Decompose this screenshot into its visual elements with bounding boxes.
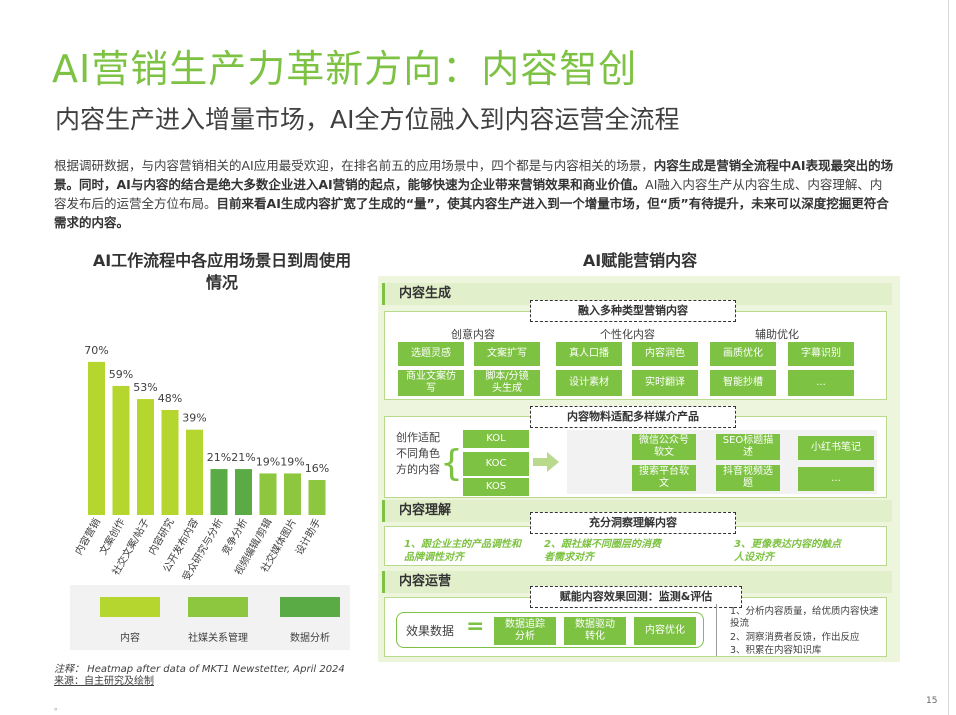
bar-value-label-9: 16% <box>305 462 329 475</box>
bar-2 <box>137 399 154 515</box>
item-realtime-translate: 实时翻译 <box>632 370 698 396</box>
btn-content-optimize: 内容优化 <box>634 617 696 645</box>
effect-data-box <box>396 612 704 648</box>
footer-dot: 。 <box>54 703 64 713</box>
col-label-personal: 个性化内容 <box>600 328 655 341</box>
media-search: 搜索平台软文 <box>632 465 696 491</box>
operation-bracket <box>716 604 724 656</box>
understanding-note-2: 2、跟社媒不同圈层的消费者需求对齐 <box>544 539 661 563</box>
operation-list-2: 2、洞察消费者反馈，作出反应 <box>730 632 860 643</box>
media-xiaohongshu: 小红书笔记 <box>798 436 874 460</box>
legend-swatch-content <box>100 597 160 617</box>
item-script-storyboard: 脚本/分镜头生成 <box>474 370 540 396</box>
bar-value-label-3: 48% <box>158 392 182 405</box>
col-label-creative: 创意内容 <box>451 328 495 341</box>
operation-banner: 赋能内容效果回测：监测&评估 <box>530 586 742 608</box>
chart-title: AI工作流程中各应用场景日到周使用情况 <box>92 251 352 292</box>
bar-0 <box>88 361 105 515</box>
item-business-copy: 商业文案仿写 <box>398 370 464 396</box>
bar-value-label-2: 53% <box>133 381 157 394</box>
legend-swatch-data <box>280 597 340 617</box>
item-smart-cut: 智能抄槽 <box>710 370 776 396</box>
bar-value-label-4: 39% <box>182 412 206 425</box>
bar-value-label-6: 21% <box>231 451 255 464</box>
understanding-note-1: 1、跟企业主的产品调性和品牌调性对齐 <box>404 539 521 563</box>
page-subtitle: 内容生产进入增量市场，AI全方位融入到内容运营全流程 <box>55 105 680 134</box>
role-koc: KOC <box>463 452 529 476</box>
operation-list-1: 1、分析内容质量，给优质内容快速投流 <box>730 606 879 629</box>
media-more: ... <box>798 467 874 491</box>
media-wechat: 微信公众号软文 <box>632 434 696 460</box>
operation-list-3: 3、积累在内容知识库 <box>730 645 822 656</box>
col-label-assist: 辅助优化 <box>755 328 799 341</box>
section-head-understanding: 内容理解 <box>382 500 892 522</box>
chart-legend: 内容 社媒关系管理 数据分析 <box>70 585 350 650</box>
footnote-note: 注释： Heatmap after data of MKT1 Newstette… <box>54 664 345 675</box>
bar-3 <box>161 410 179 515</box>
item-quality-optimize: 画质优化 <box>710 342 776 366</box>
bar-1 <box>112 385 130 515</box>
legend-label-data: 数据分析 <box>290 633 330 644</box>
generation-banner: 融入多种类型营销内容 <box>530 300 736 322</box>
brace-icon: { <box>440 443 463 484</box>
media-seo: SEO标题描述 <box>716 434 780 460</box>
bar-8 <box>284 473 301 515</box>
page-title: AI营销生产力革新方向：内容智创 <box>52 47 638 91</box>
bar-7 <box>259 473 277 515</box>
intro-bold-1: 内容生成是营销全流程中AI表现最突出的场景。同时，AI与内容的结合是绝大多数企业… <box>54 158 894 192</box>
item-more: ... <box>788 370 854 396</box>
bar-5 <box>210 469 228 515</box>
section-head-operation: 内容运营 <box>382 571 892 593</box>
media-banner: 内容物料适配多样媒介产品 <box>530 406 736 428</box>
intro-paragraph: 根据调研数据，与内容营销相关的AI应用最受欢迎，在排名前五的应用场景中，四个都是… <box>54 156 894 232</box>
intro-text-1: 根据调研数据，与内容营销相关的AI应用最受欢迎，在排名前五的应用场景中，四个都是… <box>54 158 654 173</box>
item-live-voiceover: 真人口播 <box>556 342 622 366</box>
role-kos: KOS <box>463 478 529 496</box>
item-content-polish: 内容润色 <box>632 342 698 366</box>
intro-text-2: AI融入内容生产从内容生成、内容理解、内容发布后的运营全方位布局。 <box>54 177 883 211</box>
role-fit-label: 创作适配不同角色方的内容 <box>396 431 440 476</box>
diagram-title: AI赋能营销内容 <box>582 251 698 270</box>
bar-value-label-0: 70% <box>84 344 108 357</box>
bar-chart: 70%内容营销59%文案创作53%社交文案/帖子48%内容研究39%公开发布内容… <box>72 344 329 580</box>
understanding-note-3: 3、更像表达内容的触点人设对齐 <box>734 539 841 563</box>
page-number: 15 <box>926 696 938 706</box>
bar-value-label-1: 59% <box>109 368 133 381</box>
equals-sign: = <box>466 614 485 639</box>
arrow-right-icon <box>533 452 559 472</box>
media-douyin: 抖音视频选题 <box>716 465 780 491</box>
item-copy-expand: 文案扩写 <box>474 342 540 366</box>
legend-swatch-social <box>188 597 248 617</box>
bar-4 <box>186 429 203 515</box>
footnote-source: 来源：自主研究及绘制 <box>54 676 154 687</box>
legend-label-content: 内容 <box>120 633 140 644</box>
bar-value-label-5: 21% <box>207 451 231 464</box>
btn-data-tracking: 数据追踪分析 <box>494 617 556 645</box>
effect-data-label: 效果数据 <box>406 624 455 638</box>
legend-label-social: 社媒关系管理 <box>188 633 248 644</box>
item-design-assets: 设计素材 <box>556 370 622 396</box>
right-border-line <box>948 0 949 715</box>
bar-value-label-8: 19% <box>280 455 304 468</box>
understanding-banner: 充分洞察理解内容 <box>530 512 736 534</box>
bar-9 <box>308 480 326 515</box>
intro-bold-2: 目前来看AI生成内容扩宽了生成的“量”，使其内容生产进入到一个增量市场，但“质”… <box>54 196 889 230</box>
btn-data-driven: 数据驱动转化 <box>564 617 626 645</box>
item-subtitle-recognition: 字幕识别 <box>788 342 854 366</box>
footnotes: 注释： Heatmap after data of MKT1 Newstette… <box>54 664 345 688</box>
bar-value-label-7: 19% <box>256 455 280 468</box>
role-kol: KOL <box>463 430 529 448</box>
item-topic-inspiration: 选题灵感 <box>398 342 464 366</box>
section-head-generation: 内容生成 <box>382 283 892 305</box>
bar-6 <box>235 469 252 515</box>
